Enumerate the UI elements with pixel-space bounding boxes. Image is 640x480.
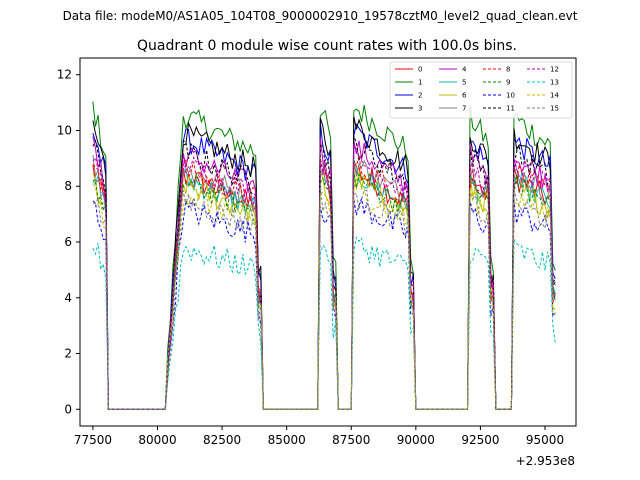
x-axis-offset-label: +2.953e8 bbox=[516, 454, 575, 468]
x-tick-label: 90000 bbox=[397, 433, 435, 447]
y-tick-label: 2 bbox=[64, 347, 72, 361]
legend-label-11: 11 bbox=[506, 105, 515, 113]
x-tick-label: 87500 bbox=[332, 433, 370, 447]
x-tick-label: 85000 bbox=[268, 433, 306, 447]
legend-frame bbox=[389, 61, 573, 119]
legend-label-2: 2 bbox=[418, 92, 422, 100]
y-tick-label: 4 bbox=[64, 291, 72, 305]
legend-label-13: 13 bbox=[550, 79, 559, 87]
x-axis-ticks: 77500 80000 82500 85000 87500 90000 92500 95000 bbox=[74, 426, 564, 447]
x-tick-label: 80000 bbox=[138, 433, 176, 447]
legend-label-3: 3 bbox=[418, 105, 422, 113]
legend-label-5: 5 bbox=[462, 79, 466, 87]
series-line-14 bbox=[92, 177, 556, 410]
figure-suptitle: Data file: modeM0/AS1A05_104T08_90000029… bbox=[63, 9, 578, 23]
legend-label-4: 4 bbox=[462, 66, 467, 74]
legend-label-1: 1 bbox=[418, 79, 422, 87]
series-line-8 bbox=[92, 155, 556, 410]
series-line-15 bbox=[92, 183, 556, 410]
y-tick-label: 8 bbox=[64, 179, 72, 193]
x-tick-label: 95000 bbox=[526, 433, 564, 447]
legend-label-7: 7 bbox=[462, 105, 466, 113]
plot-frame bbox=[79, 57, 577, 427]
x-tick-label: 92500 bbox=[461, 433, 499, 447]
series-line-12 bbox=[92, 143, 556, 410]
chart-title: Quadrant 0 module wise count rates with … bbox=[137, 38, 517, 54]
legend-label-14: 14 bbox=[550, 92, 559, 100]
series-layer bbox=[92, 101, 556, 410]
x-tick-label: 82500 bbox=[203, 433, 241, 447]
legend-label-12: 12 bbox=[550, 66, 559, 74]
legend-label-6: 6 bbox=[462, 92, 467, 100]
legend-label-0: 0 bbox=[418, 66, 422, 74]
legend-label-15: 15 bbox=[550, 105, 559, 113]
y-tick-label: 6 bbox=[64, 235, 72, 249]
y-tick-label: 12 bbox=[57, 68, 72, 82]
y-tick-label: 0 bbox=[64, 402, 72, 416]
legend-label-10: 10 bbox=[506, 92, 515, 100]
legend-label-8: 8 bbox=[506, 66, 510, 74]
series-line-4 bbox=[92, 136, 556, 410]
plot-area bbox=[80, 58, 576, 426]
y-axis-ticks: 0 2 4 6 8 10 12 bbox=[57, 68, 80, 416]
x-tick-label: 77500 bbox=[74, 433, 112, 447]
y-tick-label: 10 bbox=[57, 123, 72, 137]
series-line-13 bbox=[92, 236, 556, 410]
legend-label-9: 9 bbox=[506, 79, 510, 87]
